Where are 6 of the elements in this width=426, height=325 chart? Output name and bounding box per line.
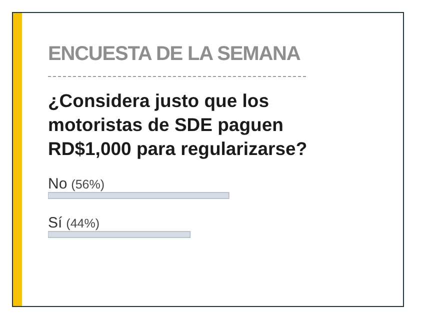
data-label: (44%) [66,216,100,230]
y-tick-label: No [48,176,68,192]
chart-title: ENCUESTA DE LA SEMANA [48,43,306,77]
data-label: (56%) [71,178,105,192]
y-tick-label: Sí [48,214,64,232]
chart-subtitle: ¿Considera justo que los motoristas de SDE paguen RD$1,000 para regularizarse? [48,89,308,161]
